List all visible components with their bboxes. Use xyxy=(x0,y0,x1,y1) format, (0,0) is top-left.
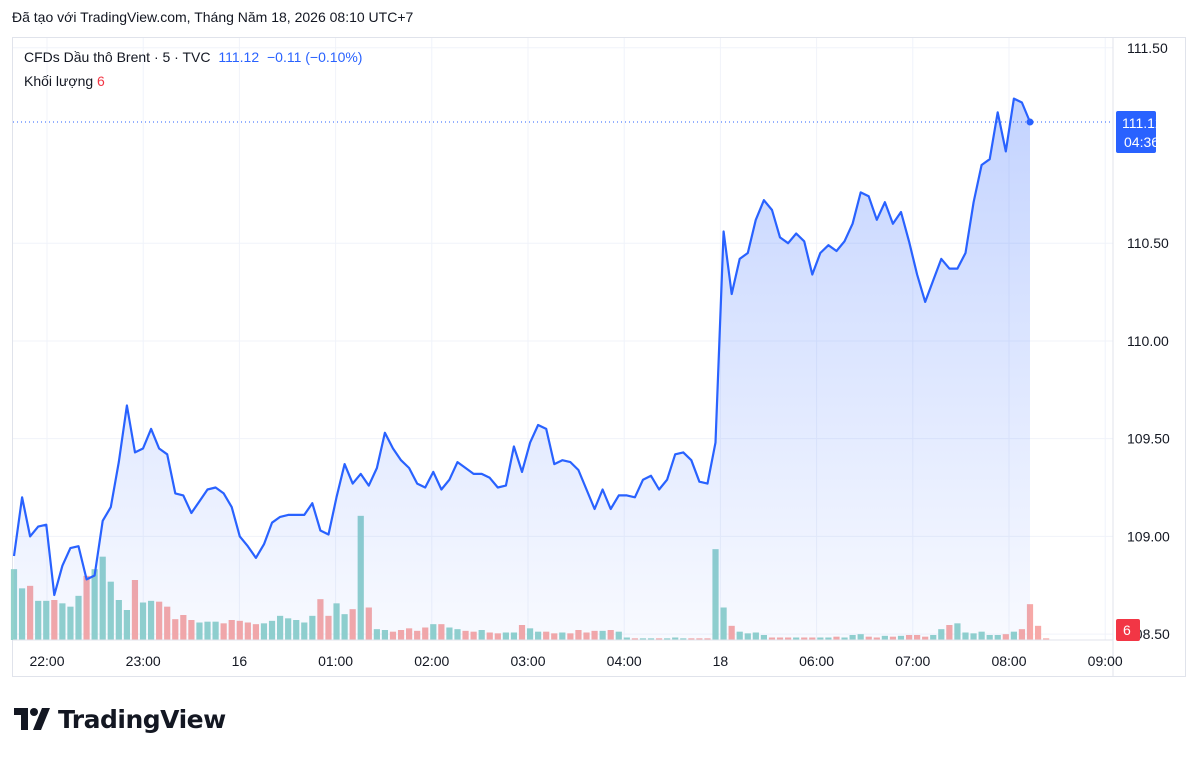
x-tick-label: 02:00 xyxy=(414,653,449,669)
x-tick-label: 03:00 xyxy=(510,653,545,669)
x-tick-label: 16 xyxy=(232,653,248,669)
x-tick-label: 18 xyxy=(713,653,729,669)
time-axis: 22:00 23:00 16 01:00 02:00 03:00 04:00 18 06:00 0… xyxy=(13,639,1123,669)
chart-legend[interactable]: CFDs Dầu thô Brent · 5 · TVC 111.12 −0.1… xyxy=(24,49,366,65)
price-tag: 111.12 04:36 xyxy=(1116,111,1163,153)
volume-legend[interactable]: Khối lượng 6 xyxy=(24,73,105,89)
last-price: 111.12 xyxy=(218,49,260,65)
price-change: −0.11 (−0.10%) xyxy=(267,49,363,65)
tradingview-logo[interactable]: TradingView xyxy=(14,702,226,736)
volume-tag-value: 6 xyxy=(1123,622,1131,638)
tradingview-logo-icon xyxy=(14,708,50,730)
volume-tag: 6 xyxy=(1116,619,1140,641)
x-tick-label: 01:00 xyxy=(318,653,353,669)
x-tick-label: 04:00 xyxy=(607,653,642,669)
volume-bar xyxy=(10,569,18,640)
x-tick-label: 22:00 xyxy=(29,653,64,669)
x-tick-label: 08:00 xyxy=(991,653,1026,669)
x-tick-label: 09:00 xyxy=(1088,653,1123,669)
y-tick-label: 110.00 xyxy=(1127,333,1169,349)
x-tick-label: 06:00 xyxy=(799,653,834,669)
chart-created-note: Đã tạo với TradingView.com, Tháng Năm 18… xyxy=(12,9,414,25)
price-tag-countdown: 04:36 xyxy=(1124,134,1159,150)
chart-frame xyxy=(12,37,1186,677)
volume-bar xyxy=(1043,638,1050,640)
x-tick-label: 23:00 xyxy=(126,653,161,669)
volume-label: Khối lượng xyxy=(24,73,94,89)
last-price-dot xyxy=(1026,118,1034,126)
x-tick-label: 07:00 xyxy=(895,653,930,669)
price-area-fill xyxy=(14,98,1030,641)
volume-bar xyxy=(1034,625,1042,640)
logo-wordmark: TradingView xyxy=(58,704,226,734)
symbol-title[interactable]: CFDs Dầu thô Brent · 5 · TVC xyxy=(24,49,211,65)
y-tick-label: 109.50 xyxy=(1127,431,1170,447)
volume-value: 6 xyxy=(97,73,105,89)
price-tag-value: 111.12 xyxy=(1122,115,1163,131)
y-tick-label: 110.50 xyxy=(1127,235,1169,251)
y-tick-label: 111.50 xyxy=(1127,40,1168,56)
y-tick-label: 109.00 xyxy=(1127,528,1170,544)
price-line xyxy=(12,97,1032,597)
